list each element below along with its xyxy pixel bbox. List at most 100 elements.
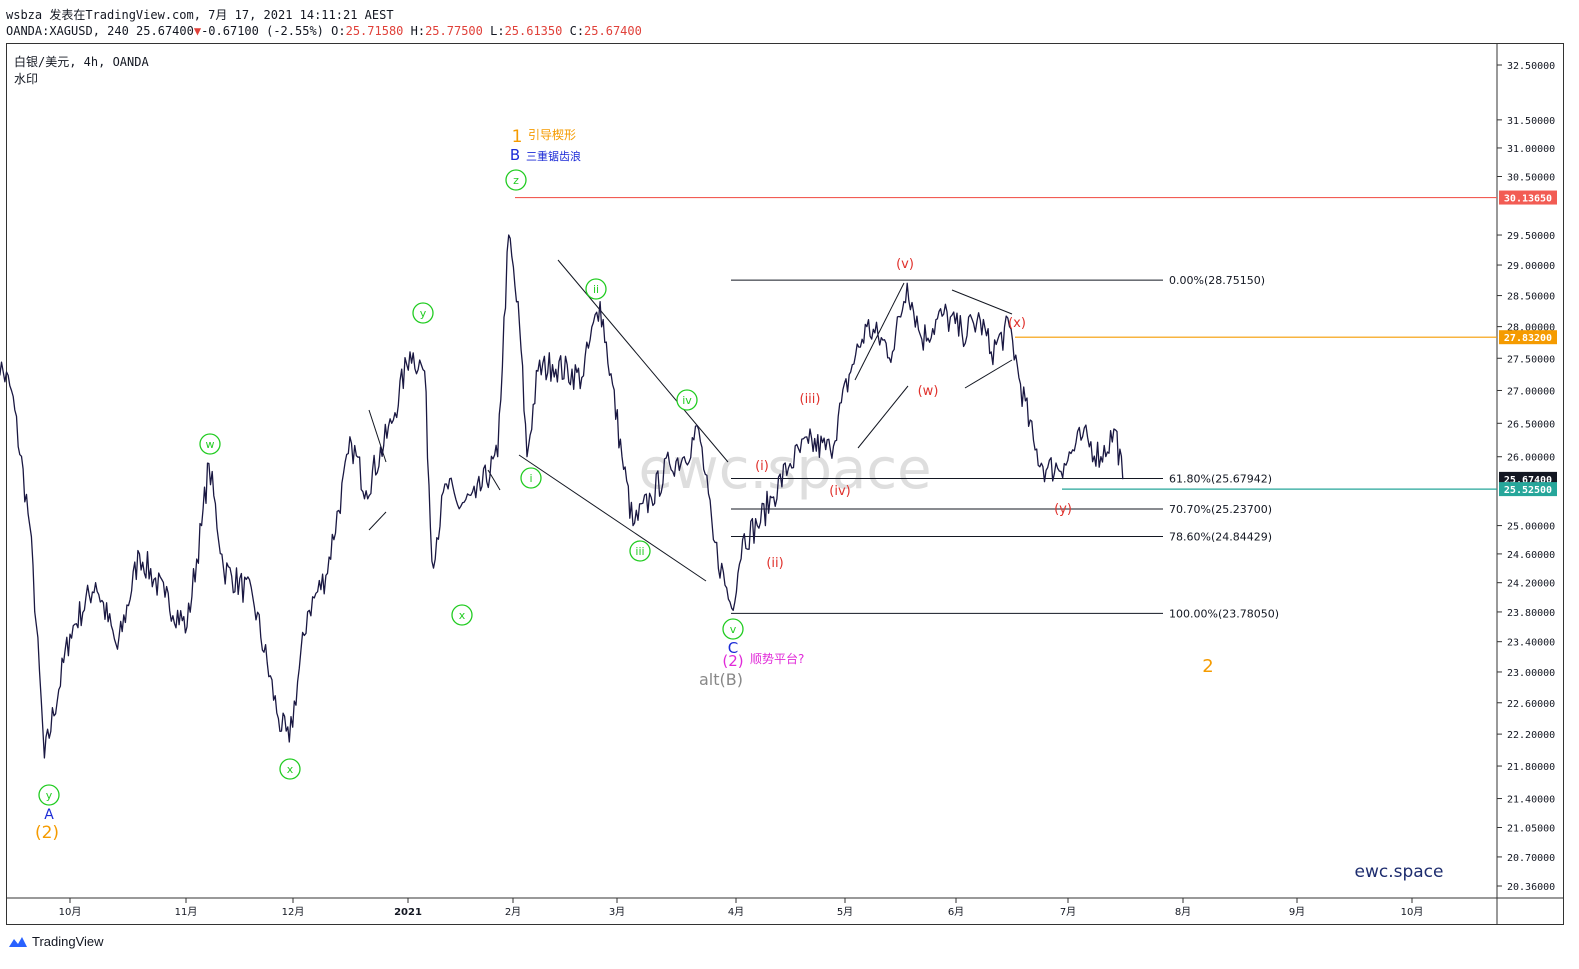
svg-text:i: i (529, 472, 532, 485)
label-alt-B: alt(B) (699, 670, 743, 689)
high-value: 25.77500 (425, 24, 483, 38)
price-change: -0.67100 (-2.55%) (201, 24, 324, 38)
x-tick-label: 9月 (1289, 906, 1305, 918)
svg-text:y: y (46, 789, 53, 802)
close-value: 25.67400 (584, 24, 642, 38)
wave-iii-green: iii (629, 540, 651, 562)
x-tick-label: 8月 (1175, 906, 1191, 918)
x-tick-label: 2月 (505, 906, 521, 918)
x-tick-label: 6月 (948, 906, 964, 918)
y-tick-label: 22.60000 (1507, 699, 1555, 710)
price-badge-label: 27.83200 (1504, 333, 1552, 344)
chart-subtitle: 水印 (14, 72, 38, 86)
y-tick-label: 24.20000 (1507, 579, 1555, 590)
open-label: O: (331, 24, 346, 38)
small-triangle-b[interactable] (368, 511, 387, 531)
label-C: C (728, 639, 738, 657)
fib-label: 78.60%(24.84429) (1169, 531, 1272, 544)
y-tick-label: 25.00000 (1507, 522, 1555, 533)
x-axis[interactable]: 10月 11月 12月 2021 2月 3月 4月 5月 6月 7月 8月 9月 10月 (59, 898, 1424, 918)
y-tick-label: 26.50000 (1507, 419, 1555, 430)
wave-v-green: v (722, 618, 744, 640)
wave-iv-red: (iv) (829, 484, 850, 499)
price-series[interactable] (0, 234, 1124, 759)
y-tick-label: 31.50000 (1507, 116, 1555, 127)
wave-iv-green: iv (676, 389, 698, 411)
triangle-upper[interactable] (951, 289, 1013, 315)
svg-text:y: y (420, 307, 427, 320)
y-tick-label: 24.60000 (1507, 550, 1555, 561)
down-arrow-icon: ▼ (193, 24, 202, 38)
price-badge-label: 30.13650 (1504, 194, 1552, 205)
trendlines[interactable] (368, 259, 1013, 582)
y-tick-label: 27.00000 (1507, 386, 1555, 397)
y-tick-label: 30.50000 (1507, 172, 1555, 183)
label-1: 1 (512, 127, 523, 147)
fib-label: 100.00%(23.78050) (1169, 607, 1279, 620)
svg-text:x: x (287, 763, 294, 776)
footer: TradingView (8, 934, 104, 949)
svg-text:iii: iii (635, 545, 644, 558)
svg-text:v: v (730, 623, 737, 636)
wave-w-red: (w) (918, 384, 939, 399)
x-tick-label: 5月 (837, 906, 853, 918)
triangle-lower[interactable] (964, 359, 1013, 389)
y-tick-label: 22.20000 (1507, 730, 1555, 741)
trendline-upper[interactable] (557, 259, 729, 463)
wave-i-green: i (520, 467, 542, 489)
y-tick-label: 26.00000 (1507, 453, 1555, 464)
low-label: L: (490, 24, 505, 38)
triple-zigzag-note: 三重锯齿浪 (526, 149, 581, 163)
y-tick-label: 28.50000 (1507, 292, 1555, 303)
svg-text:w: w (206, 438, 215, 451)
y-tick-label: 23.80000 (1507, 608, 1555, 619)
wave-ii-green: ii (585, 278, 607, 300)
svg-text:z: z (513, 174, 519, 187)
x-tick-label: 4月 (728, 906, 744, 918)
x-tick-label: 12月 (282, 906, 305, 918)
footer-brand[interactable]: TradingView (32, 934, 104, 949)
y-tick-label: 20.70000 (1507, 853, 1555, 864)
wave-y-1: y (412, 302, 434, 324)
x-tick-label: 3月 (609, 906, 625, 918)
close-label: C: (569, 24, 585, 38)
svg-text:ii: ii (593, 283, 599, 296)
x-tick-label: 11月 (175, 906, 198, 918)
chart-frame (6, 43, 1564, 925)
small-triangle-a[interactable] (368, 409, 387, 463)
label-2-a: (2) (35, 823, 59, 843)
y-tick-label: 29.50000 (1507, 231, 1555, 242)
svg-text:x: x (459, 609, 466, 622)
label-B: B (510, 146, 520, 164)
y-tick-label: 32.50000 (1507, 61, 1555, 72)
y-tick-label: 23.00000 (1507, 668, 1555, 679)
y-tick-label: 23.40000 (1507, 638, 1555, 649)
price-badge-bg (1499, 330, 1557, 345)
y-tick-label: 29.00000 (1507, 261, 1555, 272)
open-value: 25.71580 (345, 24, 404, 38)
x-tick-label: 7月 (1060, 906, 1076, 918)
wave-y-red: (y) (1054, 502, 1072, 517)
ohlc-line: OANDA:XAGUSD, 240 25.67400▼-0.67100 (-2.… (6, 24, 642, 38)
low-value: 25.61350 (504, 24, 563, 38)
trendline-lower[interactable] (518, 454, 707, 582)
watermark: ewc.space (638, 437, 931, 502)
y-tick-label: 20.36000 (1507, 882, 1555, 893)
wedge-upper[interactable] (854, 282, 905, 381)
wave-iii-red: (iii) (800, 392, 821, 407)
label-2-b: (2) (722, 652, 743, 670)
y-tick-label: 28.00000 (1507, 323, 1555, 334)
price-badge-bg (1499, 190, 1557, 205)
wedge-lower[interactable] (857, 385, 909, 449)
leading-diagonal-note: 引导楔形 (528, 128, 576, 142)
wave-x-2: x (451, 604, 473, 626)
y-tick-label: 31.00000 (1507, 144, 1555, 155)
y-tick-label: 21.80000 (1507, 762, 1555, 773)
wave-y-a: y (38, 784, 60, 806)
wave-annotations: y A (2) w x y x 1 引导楔形 B 三重锯齿浪 z i ii ii… (35, 127, 1214, 843)
fibonacci-retracement[interactable]: 0.00%(28.75150) 61.80%(25.67942) 70.70%(25… (731, 274, 1279, 620)
y-axis[interactable]: 32.50000 31.50000 31.00000 30.50000 29.50000… (1497, 61, 1555, 893)
wave-ii-red: (ii) (766, 556, 783, 571)
